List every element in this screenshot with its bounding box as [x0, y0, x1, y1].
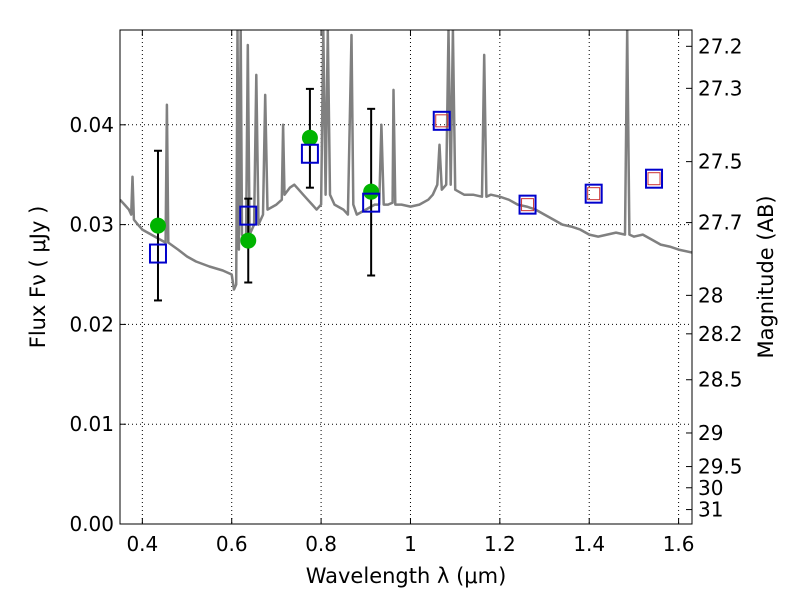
x-tick-label: 0.4 [126, 532, 158, 556]
plot-frame [119, 29, 693, 525]
x-tick-label: 0.6 [216, 532, 248, 556]
y-tick-label: 0.03 [69, 213, 114, 237]
inner-square-point [647, 172, 661, 186]
y-tick-label: 0.04 [69, 113, 114, 137]
x-tick-label: 1.6 [663, 532, 695, 556]
model-point [239, 205, 258, 226]
right-tick-label: 27.7 [698, 211, 743, 235]
y-axis-label-right: Magnitude (AB) [754, 195, 778, 358]
y-tick-label: 0.01 [69, 412, 114, 436]
right-tick-label: 27.2 [698, 34, 743, 58]
spectrum-line [120, 30, 692, 291]
observed-point [240, 232, 257, 249]
spectrum-series [120, 30, 692, 291]
x-axis: 0.4 0.6 0.8 1 1.2 1.4 1.6 [126, 30, 695, 556]
right-tick-label: 31 [698, 498, 723, 522]
model-point [645, 168, 664, 189]
observed-point [363, 183, 380, 200]
right-tick-label: 27.3 [698, 76, 743, 100]
observed-series [149, 129, 380, 249]
model-point [300, 143, 319, 164]
inner-square-point [587, 187, 601, 201]
x-tick-label: 1.2 [484, 532, 516, 556]
y-axis-left: 0.00 0.01 0.02 0.03 0.04 [69, 113, 126, 536]
right-tick-label: 28.5 [698, 368, 743, 392]
inner-square-point [521, 198, 535, 212]
y-tick-label: 0.00 [69, 512, 114, 536]
model-point [584, 183, 603, 204]
x-tick-label: 1.4 [573, 532, 605, 556]
model-point [432, 110, 451, 131]
model-point [518, 194, 537, 215]
y-axis-label-left: Flux Fν ( μJy ) [26, 206, 50, 349]
model-point [148, 243, 167, 264]
model-series [148, 110, 664, 264]
x-axis-label: Wavelength λ (μm) [306, 564, 507, 588]
x-tick-label: 1 [404, 532, 417, 556]
grid [120, 30, 692, 524]
right-tick-label: 27.5 [698, 150, 743, 174]
x-tick-label: 0.8 [305, 532, 337, 556]
right-tick-label: 28 [698, 283, 723, 307]
inner-square-series [435, 114, 661, 212]
observed-point [301, 129, 318, 146]
y-tick-label: 0.02 [69, 312, 114, 336]
model-point [362, 192, 381, 213]
right-tick-label: 30 [698, 476, 723, 500]
inner-square-point [435, 114, 449, 128]
right-tick-label: 29.5 [698, 455, 743, 479]
right-tick-label: 28.2 [698, 322, 743, 346]
right-tick-label: 29 [698, 421, 723, 445]
observed-point [149, 217, 166, 234]
